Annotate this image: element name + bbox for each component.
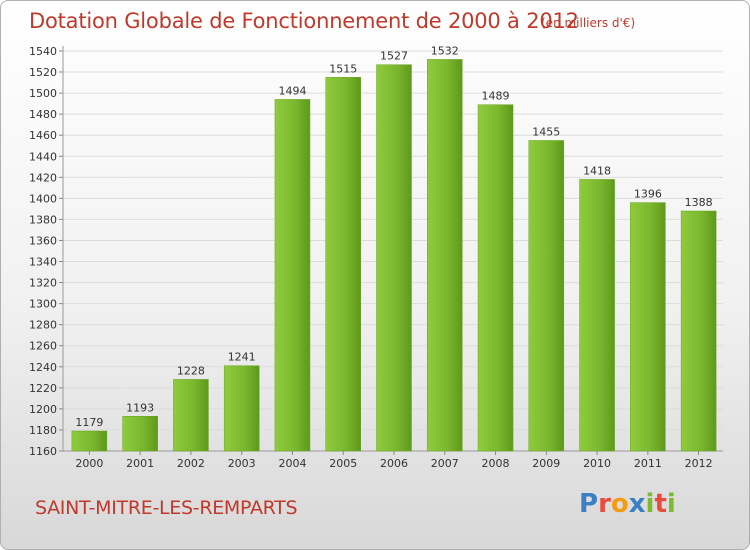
y-tick-label: 1280 xyxy=(29,319,57,332)
bar xyxy=(680,210,717,452)
bar xyxy=(528,140,565,452)
commune-name: SAINT-MITRE-LES-REMPARTS xyxy=(35,497,298,519)
data-label: 1494 xyxy=(278,84,306,97)
data-label: 1396 xyxy=(634,188,662,201)
chart-title: Dotation Globale de Fonctionnement de 20… xyxy=(29,9,579,33)
bar xyxy=(376,64,412,452)
bar xyxy=(579,179,615,452)
y-tick-label: 1420 xyxy=(29,171,57,184)
x-tick-label: 2002 xyxy=(177,457,205,470)
y-tick-label: 1400 xyxy=(29,192,57,205)
y-tick-label: 1380 xyxy=(29,213,57,226)
y-tick-label: 1500 xyxy=(29,87,57,100)
data-label: 1455 xyxy=(532,125,560,138)
y-tick-label: 1360 xyxy=(29,234,57,247)
data-label: 1527 xyxy=(380,50,408,63)
y-tick-label: 1220 xyxy=(29,382,57,395)
data-label: 1388 xyxy=(685,196,713,209)
brand-letter: P xyxy=(579,489,599,519)
bar xyxy=(325,77,361,452)
axes: 1160 1180 1200 1220 1240 1260 1280 1300 1320 1340… xyxy=(29,45,723,458)
data-label: 1193 xyxy=(126,401,154,414)
y-tick-label: 1260 xyxy=(29,340,57,353)
chart-subtitle: (en milliers d'€) xyxy=(541,16,636,30)
bar xyxy=(427,59,463,452)
y-tick-label: 1240 xyxy=(29,361,57,374)
x-tick-label: 2008 xyxy=(482,457,510,470)
data-label: 1241 xyxy=(228,351,256,364)
bar xyxy=(122,416,158,452)
bar xyxy=(274,99,311,452)
data-label: 1489 xyxy=(482,90,510,103)
y-tick-label: 1520 xyxy=(29,66,57,79)
brand-letter: r xyxy=(598,489,611,519)
y-tick-label: 1180 xyxy=(29,424,57,437)
bars xyxy=(71,59,717,452)
brand-letter: x xyxy=(628,489,646,519)
y-tick-label: 1480 xyxy=(29,108,57,121)
brand-letter: o xyxy=(610,489,629,519)
bar xyxy=(630,202,666,452)
bar xyxy=(173,379,209,452)
x-tick-label: 2000 xyxy=(75,457,103,470)
data-label: 1228 xyxy=(177,364,205,377)
y-tick-label: 1540 xyxy=(29,45,57,58)
y-tick-label: 1460 xyxy=(29,129,57,142)
y-tick-label: 1320 xyxy=(29,277,57,290)
bar xyxy=(223,365,260,452)
y-tick-label: 1440 xyxy=(29,150,57,163)
data-label: 1179 xyxy=(75,416,103,429)
x-tick-label: 2006 xyxy=(380,457,408,470)
x-tick-label: 2005 xyxy=(329,457,357,470)
x-tick-label: 2011 xyxy=(634,457,662,470)
x-tick-label: 2003 xyxy=(228,457,256,470)
labels: 1179 2000 1193 2001 1228 2002 1241 2003 1494 2004… xyxy=(75,44,712,470)
y-tick-label: 1340 xyxy=(29,256,57,269)
data-label: 1532 xyxy=(431,44,459,57)
x-tick-label: 2001 xyxy=(126,457,154,470)
data-label: 1515 xyxy=(329,62,357,75)
bar xyxy=(477,104,514,452)
x-tick-label: 2010 xyxy=(583,457,611,470)
brand-letter: i xyxy=(666,489,676,519)
x-tick-label: 2007 xyxy=(431,457,459,470)
y-tick-label: 1200 xyxy=(29,403,57,416)
bar xyxy=(71,430,108,452)
x-tick-label: 2012 xyxy=(685,457,713,470)
brand-letter: i xyxy=(645,489,655,519)
x-tick-label: 2004 xyxy=(278,457,306,470)
x-tick-label: 2009 xyxy=(532,457,560,470)
brand-letter: t xyxy=(654,489,667,519)
data-label: 1418 xyxy=(583,164,611,177)
brand-logo: Proxiti xyxy=(579,489,676,519)
y-tick-label: 1160 xyxy=(29,445,57,458)
y-tick-label: 1300 xyxy=(29,298,57,311)
